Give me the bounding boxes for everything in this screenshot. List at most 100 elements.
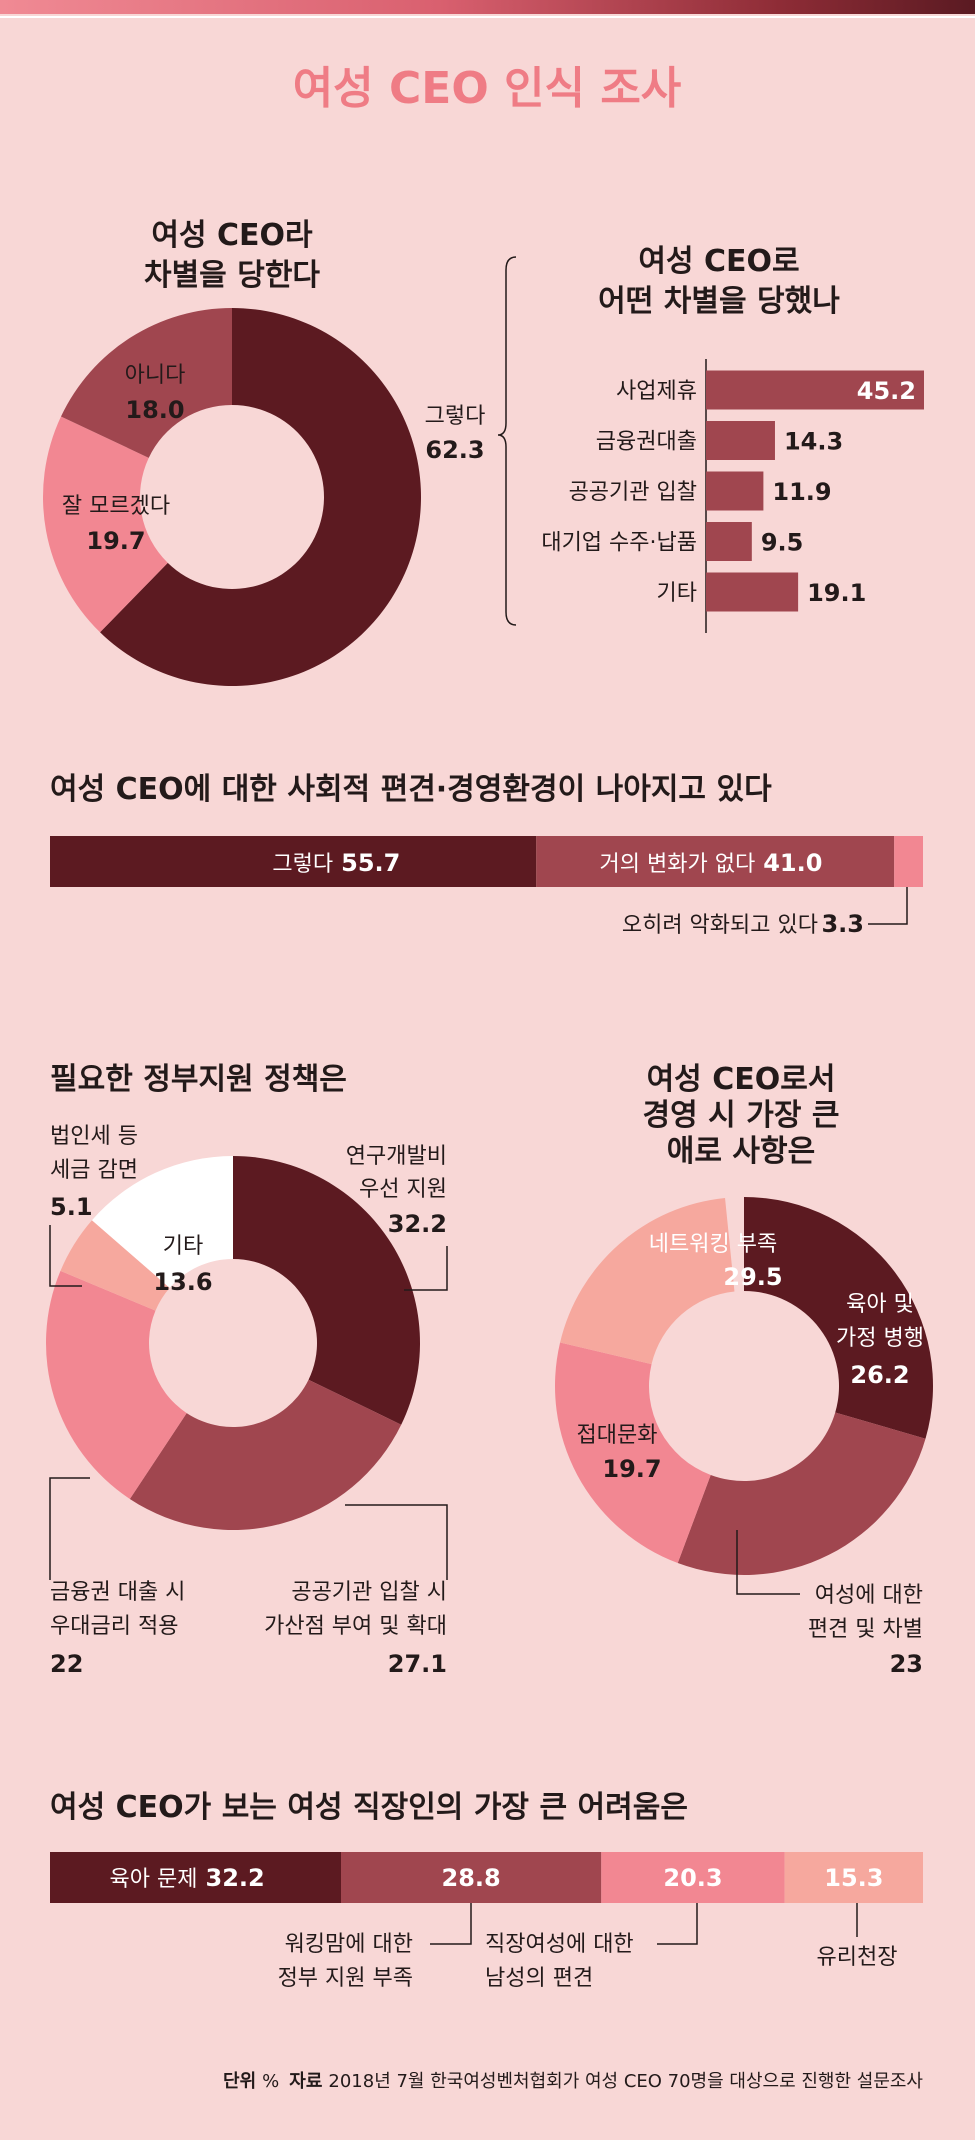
value-networking: 29.5 [723,1263,782,1291]
segment-value-1: 28.8 [442,1864,501,1892]
label-tax-1: 법인세 등 [50,1124,138,1149]
chart-discrimination: 여성 CEO라 차별을 당한다 그렇다 62.3 잘 모르겠다 19.7 아니다… [42,218,517,686]
slice-label-unsure: 잘 모르겠다 [62,494,170,519]
segment-2 [601,1852,785,1903]
s3-slices-slice-2 [45,1270,187,1499]
bar-1 [706,421,775,460]
segment-0 [50,836,537,887]
bar-label-1: 금융권대출 [596,430,697,455]
bar-value-4: 19.1 [807,579,866,607]
bracket [497,256,517,626]
footer-source-label: 자료 [289,2071,322,2092]
label-bias-2: 편견 및 차별 [808,1617,923,1642]
label-rnd-1: 연구개발비 [346,1144,447,1169]
chart-title-line-2: 경영 시 가장 큰 [643,1098,840,1133]
label-childcare-1: 육아 및 [846,1292,914,1317]
label-networking: 네트워킹 부족 [649,1232,777,1257]
segment-value-2: 20.3 [663,1864,722,1892]
segment-2 [894,836,923,887]
s1-slices-slice-0 [100,308,422,686]
value-worse: 3.3 [821,910,864,938]
bar-3 [706,522,752,561]
leader-bias [736,1530,800,1595]
leader-loan [49,1477,90,1580]
chart-title: 여성 CEO가 보는 여성 직장인의 가장 큰 어려움은 [50,1790,688,1825]
slice-value-yes: 62.3 [425,436,484,464]
label-ceiling: 유리천장 [817,1945,898,1970]
value-other: 13.6 [153,1268,212,1296]
label-hospitality: 접대문화 [577,1423,658,1448]
value-tax: 5.1 [50,1193,93,1221]
s1-slices-slice-1 [42,416,168,633]
chart-difficulties-ceo: 여성 CEO로서 경영 시 가장 큰 애로 사항은 네트워킹 부족 29.5 육… [555,1062,933,1678]
segment-1 [536,836,895,887]
chart-title-line-3: 애로 사항은 [667,1134,815,1169]
s4-slices-slice-0 [744,1197,933,1439]
leader-gov [430,1903,472,1945]
value-loan: 22 [50,1650,83,1678]
bar-label-2: 공공기관 입찰 [569,480,697,505]
leader-tax [49,1225,82,1287]
slice-label-yes: 그렇다 [425,404,486,429]
footer-source: 2018년 7월 한국여성벤처협회가 여성 CEO 70명을 대상으로 진행한 … [328,2071,923,2092]
chart-title-line-1: 여성 CEO로 [638,244,799,279]
top-divider [0,16,975,18]
footer: 단위% 자료 2018년 7월 한국여성벤처협회가 여성 CEO 70명을 대상으로… [223,2071,923,2092]
top-accent-bar [0,0,975,14]
label-loan-2: 우대금리 적용 [50,1614,178,1639]
value-rnd: 32.2 [388,1210,447,1238]
chart-title: 여성 CEO에 대한 사회적 편견·경영환경이 나아지고 있다 [50,772,772,807]
bar-value-2: 11.9 [772,478,831,506]
s3-slices-slice-3 [60,1220,170,1311]
value-childcare: 26.2 [850,1361,909,1389]
s3-slices-slice-1 [129,1379,402,1530]
leader-worse [868,887,908,925]
segment-value-0: 32.2 [206,1864,265,1892]
chart-title-line-2: 어떤 차별을 당했나 [598,284,840,319]
footer-unit-label: 단위 [223,2071,256,2092]
label-bias-1: 여성에 대한 [815,1583,923,1608]
label-childcare-2: 가정 병행 [836,1326,924,1351]
footer-unit: % [262,2071,279,2092]
leader-men [657,1903,698,1945]
slice-value-no: 18.0 [125,396,184,424]
segment-3 [784,1852,923,1903]
segment-value-3: 15.3 [824,1864,883,1892]
page-title: 여성 CEO 인식 조사 [293,63,682,114]
chart-title-line-1: 여성 CEO로서 [647,1062,836,1097]
chart-bias-improvement: 여성 CEO에 대한 사회적 편견·경영환경이 나아지고 있다 그렇다 55.7 거… [50,772,923,938]
bar-value-1: 14.3 [784,428,843,456]
label-tax-2: 세금 감면 [50,1158,138,1183]
segment-1 [341,1852,602,1903]
segment-label-0: 육아 문제 [110,1867,198,1892]
label-men-1: 직장여성에 대한 [485,1932,634,1957]
bar-0 [706,370,924,410]
bar-value-3: 9.5 [761,529,804,557]
bar-label-3: 대기업 수주·납품 [541,531,697,556]
label-worse: 오히려 악화되고 있다 [622,913,818,938]
bar-value-0: 45.2 [857,377,916,405]
s3-slices-slice-0 [233,1156,420,1425]
value-hospitality: 19.7 [602,1455,661,1483]
s3-slices-slice-4 [91,1156,234,1288]
bar-label-0: 사업제휴 [616,379,697,404]
bar-2 [706,471,764,511]
segment-label-1: 거의 변화가 없다 [600,852,756,877]
label-rnd-2: 우선 지원 [359,1177,447,1202]
label-men-2: 남성의 편견 [485,1966,593,1991]
chart-title: 필요한 정부지원 정책은 [50,1062,347,1097]
chart-policy: 필요한 정부지원 정책은 연구개발비 우선 지원 32.2 공공기관 입찰 시 … [45,1062,448,1678]
value-bias: 23 [890,1650,923,1678]
segment-value-1: 41.0 [763,849,822,877]
segment-0 [50,1852,341,1903]
label-gov-2: 정부 지원 부족 [278,1966,413,1991]
s4-slices-slice-1 [677,1412,926,1575]
value-bid: 27.1 [388,1650,447,1678]
label-gov-1: 워킹맘에 대한 [285,1932,413,1957]
s4-slices-slice-2 [555,1342,711,1564]
label-bid-1: 공공기관 입찰 시 [291,1580,447,1605]
leader-rnd [404,1246,448,1291]
chart-difficulties-workers: 여성 CEO가 보는 여성 직장인의 가장 큰 어려움은 육아 문제 32.2 28… [50,1790,923,1991]
slice-value-unsure: 19.7 [86,527,145,555]
label-other: 기타 [163,1234,203,1259]
